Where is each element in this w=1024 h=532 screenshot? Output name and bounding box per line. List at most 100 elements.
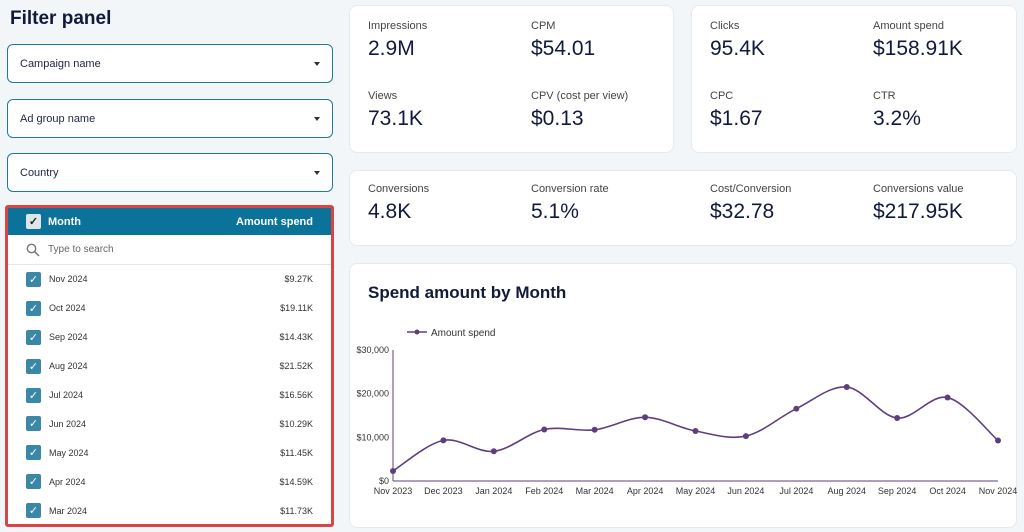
metrics-card-2: Clicks 95.4K Amount spend $158.91K CPC $1.67 C… [691, 5, 1017, 153]
data-point [440, 437, 447, 444]
metric: Cost/Conversion $32.78 [710, 183, 791, 224]
y-tick-label: $20,000 [356, 389, 389, 399]
metric-value: $1.67 [710, 107, 763, 130]
month-label: Jul 2024 [49, 390, 84, 400]
metric-label: CPC [710, 90, 734, 102]
data-point [944, 394, 951, 401]
month-filter: ✓ Month Amount spend Type to search ✓ Nov … [5, 205, 334, 527]
x-tick-label: Sep 2024 [878, 486, 917, 496]
x-tick-label: Jan 2024 [475, 486, 512, 496]
x-tick-label: Jun 2024 [727, 486, 764, 496]
month-row[interactable]: ✓ Sep 2024 $14.43K [8, 323, 331, 352]
month-amount: $9.27K [284, 274, 313, 285]
x-tick-label: May 2024 [676, 486, 716, 496]
checkbox-checked-icon[interactable]: ✓ [26, 503, 41, 519]
dropdown-label: Campaign name [20, 57, 101, 70]
x-tick-label: Dec 2023 [424, 486, 463, 496]
metric-value: 5.1% [531, 200, 579, 223]
search-icon [26, 243, 40, 257]
month-row[interactable]: ✓ May 2024 $11.45K [8, 438, 331, 467]
dropdown-label: Country [20, 166, 59, 179]
x-tick-label: Aug 2024 [827, 486, 866, 496]
caret-down-icon [314, 170, 320, 175]
month-amount: $21.52K [279, 361, 313, 372]
metric: Conversions 4.8K [368, 183, 429, 224]
x-tick-label: Apr 2024 [627, 486, 664, 496]
data-point [742, 433, 749, 440]
campaign-name-dropdown[interactable]: Campaign name [7, 44, 333, 83]
month-amount: $10.29K [279, 418, 313, 429]
month-row[interactable]: ✓ Apr 2024 $14.59K [8, 467, 331, 496]
checkbox-checked-icon[interactable]: ✓ [26, 474, 41, 490]
metric-value: $54.01 [531, 37, 596, 60]
checkbox-checked-icon[interactable]: ✓ [26, 300, 41, 316]
metric-label: CTR [873, 90, 896, 102]
x-tick-label: Oct 2024 [929, 486, 966, 496]
header-amount[interactable]: Amount spend [236, 215, 313, 228]
ad-group-name-dropdown[interactable]: Ad group name [7, 99, 333, 138]
metric: Amount spend $158.91K [873, 20, 963, 61]
month-row[interactable]: ✓ Mar 2024 $11.73K [8, 496, 331, 524]
metrics-card-3: Conversions 4.8K Conversion rate 5.1% Cost/C… [349, 170, 1017, 246]
metric-value: 3.2% [873, 107, 921, 130]
data-point [894, 414, 901, 421]
metric: Conversions value $217.95K [873, 183, 964, 224]
metric-label: Conversions [368, 183, 430, 195]
checkbox-checked-icon[interactable]: ✓ [26, 358, 41, 374]
data-point [541, 426, 548, 433]
caret-down-icon [314, 61, 320, 66]
metric-value: $217.95K [873, 200, 963, 223]
metric-value: 4.8K [368, 200, 412, 223]
data-point [390, 467, 396, 474]
metric: Views 73.1K [368, 90, 423, 131]
month-label: Aug 2024 [49, 361, 88, 372]
metric-value: 73.1K [368, 107, 423, 130]
month-row[interactable]: ✓ Jul 2024 $16.56K [8, 381, 331, 410]
metric: CPC $1.67 [710, 90, 763, 131]
month-label: Mar 2024 [49, 505, 88, 516]
x-tick-label: Mar 2024 [576, 486, 614, 496]
search-placeholder: Type to search [48, 244, 114, 255]
metric: Conversion rate 5.1% [531, 183, 609, 224]
metric-label: Clicks [710, 20, 740, 32]
metric-label: Views [368, 90, 398, 102]
checkbox-checked-icon[interactable]: ✓ [26, 445, 41, 461]
x-tick-label: Jul 2024 [779, 486, 813, 496]
month-search-input[interactable]: Type to search [8, 235, 331, 265]
metric-label: Cost/Conversion [710, 183, 792, 195]
checkbox-checked-icon[interactable]: ✓ [26, 329, 41, 345]
y-tick-label: $10,000 [356, 432, 389, 442]
metrics-card-1: Impressions 2.9M CPM $54.01 Views 73.1K CPV (c… [349, 5, 674, 153]
month-amount: $11.45K [280, 447, 313, 458]
metric: Impressions 2.9M [368, 20, 427, 61]
month-label: Sep 2024 [49, 332, 88, 343]
month-row[interactable]: ✓ Aug 2024 $21.52K [8, 352, 331, 381]
month-filter-header: ✓ Month Amount spend [8, 208, 331, 235]
metric: CPM $54.01 [531, 20, 595, 61]
month-row[interactable]: ✓ Jun 2024 $10.29K [8, 409, 331, 438]
header-month[interactable]: Month [48, 215, 81, 228]
chart-card: Spend amount by Month $0 $10,000 $20,000 $3… [349, 263, 1017, 528]
y-tick-label: $0 [379, 476, 389, 486]
month-label: May 2024 [49, 447, 89, 458]
metric: CPV (cost per view) $0.13 [531, 90, 628, 131]
y-tick-label: $30,000 [356, 345, 389, 355]
checkbox-checked-icon[interactable]: ✓ [26, 271, 41, 287]
month-label: Oct 2024 [49, 303, 86, 314]
x-tick-label: Feb 2024 [525, 486, 563, 496]
month-amount: $11.73K [280, 505, 313, 516]
country-dropdown[interactable]: Country [7, 153, 333, 192]
metric-label: Amount spend [873, 20, 944, 32]
month-row[interactable]: ✓ Nov 2024 $9.27K [8, 265, 331, 294]
caret-down-icon [314, 116, 320, 121]
data-point [995, 437, 1001, 444]
metric-value: $158.91K [873, 37, 963, 60]
metric-value: $32.78 [710, 200, 775, 223]
checkbox-checked-icon[interactable]: ✓ [26, 416, 41, 432]
chart-title: Spend amount by Month [368, 283, 567, 302]
metric-label: CPM [531, 20, 556, 32]
select-all-checkbox[interactable]: ✓ [26, 214, 41, 229]
checkbox-checked-icon[interactable]: ✓ [26, 387, 41, 403]
month-amount: $14.59K [279, 476, 313, 487]
month-row[interactable]: ✓ Oct 2024 $19.11K [8, 294, 331, 323]
